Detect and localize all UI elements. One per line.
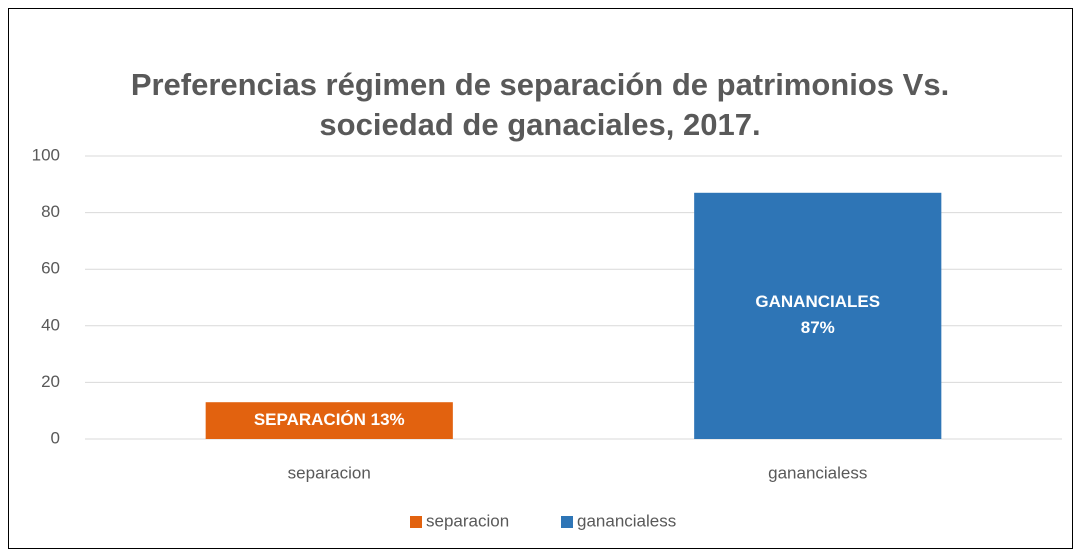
chart-title: Preferencias régimen de separación de pa… (131, 67, 949, 102)
x-tick-label: ganancialess (768, 463, 867, 482)
bar (205, 402, 453, 439)
legend-label: separacion (426, 511, 509, 530)
chart-title: sociedad de ganaciales, 2017. (319, 107, 760, 142)
legend-label: ganancialess (577, 511, 676, 530)
data-label: SEPARACIÓN 13% (254, 410, 405, 429)
legend-swatch (410, 516, 422, 528)
y-tick-label: 100 (32, 145, 60, 164)
y-tick-label: 80 (41, 202, 60, 221)
x-tick-label: separacion (288, 463, 371, 482)
data-label: GANANCIALES 87% (755, 292, 880, 337)
y-tick-label: 40 (41, 315, 60, 334)
y-tick-label: 0 (51, 428, 60, 447)
bar (694, 192, 942, 439)
y-tick-label: 60 (41, 259, 60, 278)
y-tick-label: 20 (41, 372, 60, 391)
legend-swatch (561, 516, 573, 528)
